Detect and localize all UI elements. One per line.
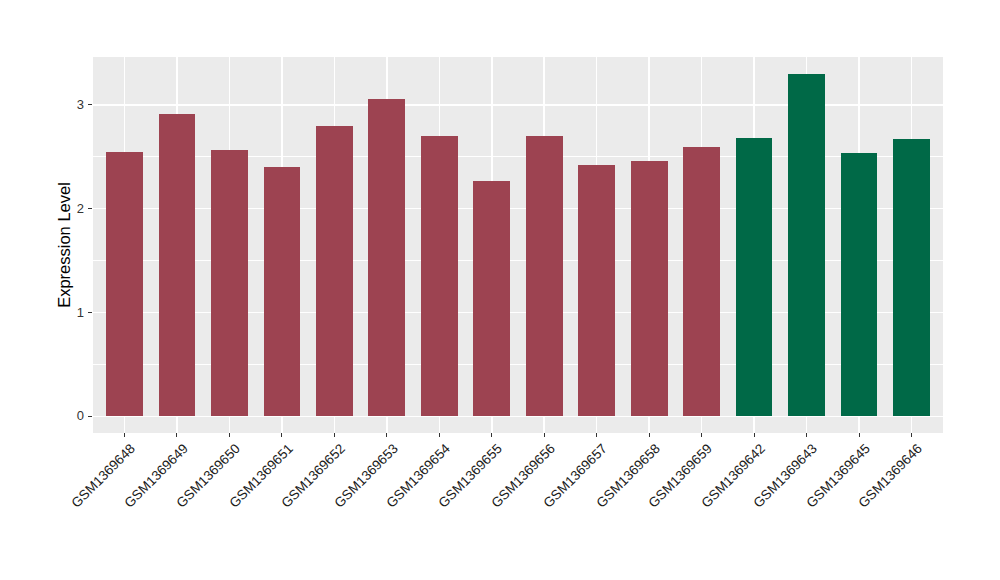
figure: Expression Level 0123GSM1369648GSM136964… xyxy=(0,0,1000,580)
bar xyxy=(106,152,143,417)
bar xyxy=(526,136,563,416)
bar xyxy=(368,99,405,417)
x-tick-mark xyxy=(596,433,597,437)
x-tick-mark xyxy=(859,433,860,437)
y-tick-label: 2 xyxy=(54,201,84,217)
y-tick-mark xyxy=(88,416,92,417)
bar xyxy=(788,74,825,417)
bar xyxy=(578,165,615,416)
bar xyxy=(893,139,930,416)
plot-panel xyxy=(93,57,943,433)
bar xyxy=(473,181,510,417)
bar xyxy=(211,150,248,416)
y-tick-label: 3 xyxy=(54,97,84,113)
x-tick-mark xyxy=(334,433,335,437)
y-tick-mark xyxy=(88,208,92,209)
x-tick-mark xyxy=(386,433,387,437)
bar xyxy=(683,147,720,416)
bar xyxy=(264,167,301,416)
bar xyxy=(841,153,878,417)
x-tick-mark xyxy=(806,433,807,437)
y-tick-mark xyxy=(88,312,92,313)
bar xyxy=(159,114,196,416)
x-tick-mark xyxy=(544,433,545,437)
x-tick-mark xyxy=(754,433,755,437)
x-tick-mark xyxy=(701,433,702,437)
x-tick-mark xyxy=(281,433,282,437)
x-tick-mark xyxy=(491,433,492,437)
bar xyxy=(631,161,668,417)
x-tick-mark xyxy=(649,433,650,437)
bar xyxy=(316,126,353,417)
bar xyxy=(421,136,458,416)
x-tick-mark xyxy=(911,433,912,437)
x-tick-mark xyxy=(439,433,440,437)
x-tick-mark xyxy=(176,433,177,437)
x-tick-mark xyxy=(124,433,125,437)
x-tick-mark xyxy=(229,433,230,437)
y-tick-label: 1 xyxy=(54,305,84,321)
y-tick-label: 0 xyxy=(54,408,84,424)
y-tick-mark xyxy=(88,104,92,105)
bar xyxy=(736,138,773,416)
